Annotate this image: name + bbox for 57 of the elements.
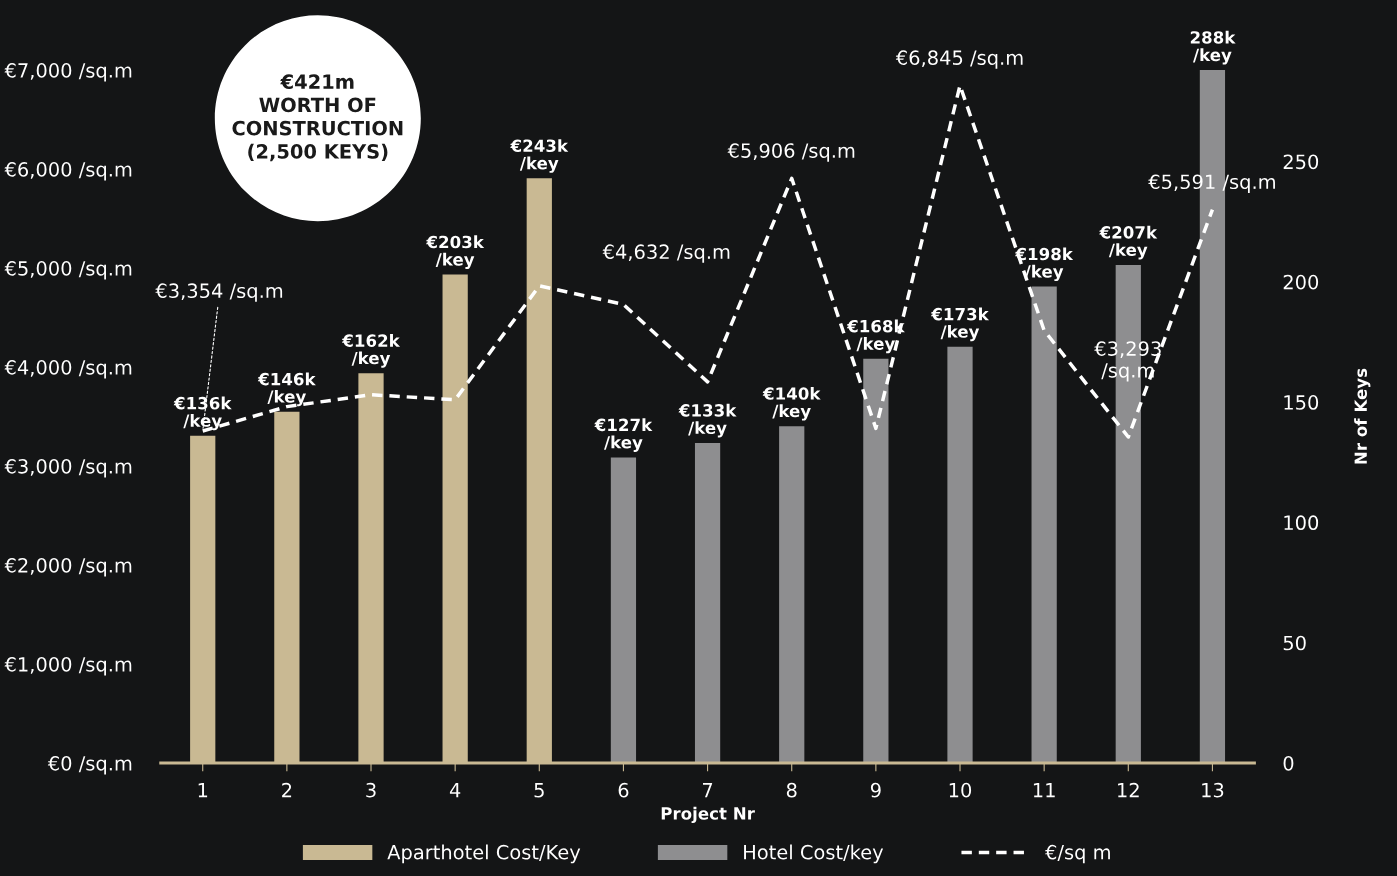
y-tick-label: €5,000 /sq.m — [4, 261, 132, 280]
y2-axis-title: Nr of Keys — [1354, 368, 1371, 464]
y-tick-label: €7,000 /sq.m — [4, 63, 132, 82]
legend-label: Hotel Cost/key — [744, 844, 884, 864]
data-label: €203k /key — [426, 235, 485, 270]
y-tick-label: €2,000 /sq.m — [4, 557, 132, 577]
legend-label: Aparthotel Cost/Key — [387, 844, 581, 864]
x-tick-label: 7 — [702, 783, 713, 798]
y2-tick-label: 150 — [1284, 395, 1319, 410]
data-label: €3,354 /sq.m — [155, 283, 283, 302]
data-label: €162k /key — [341, 334, 401, 368]
data-label: €198k /key — [1015, 247, 1074, 282]
data-label: €5,591 /sq.m — [1148, 174, 1275, 193]
x-tick-label: 8 — [786, 782, 797, 798]
data-label: €6,845 /sq.m — [895, 50, 1023, 69]
bar — [947, 346, 973, 763]
x-tick-label: 2 — [282, 782, 292, 798]
x-tick-label: 4 — [449, 783, 461, 798]
data-label: €173k /key — [930, 307, 990, 342]
x-tick-label: 1 — [198, 783, 208, 798]
y2-tick-label: 200 — [1283, 274, 1319, 290]
bar — [779, 426, 805, 763]
data-label: €146k /key — [257, 372, 316, 407]
annotation: €421m WORTH OF CONSTRUCTION (2,500 KEYS) — [232, 74, 403, 162]
data-label: €133k /key — [678, 403, 737, 438]
x-tick-label: 5 — [534, 783, 544, 798]
data-label: €4,632 /sq.m — [602, 244, 730, 263]
y2-tick-label: 250 — [1283, 154, 1319, 170]
data-label: €3,293 /sq.m — [1094, 341, 1161, 382]
y2-tick-label: 0 — [1283, 755, 1294, 771]
data-label: €127k /key — [594, 418, 653, 452]
y-tick-label: €6,000 /sq.m — [4, 162, 132, 181]
y-tick-label: €3,000 /sq.m — [4, 458, 132, 478]
x-axis-title: Project Nr — [661, 806, 755, 824]
y-tick-label: €4,000 /sq.m — [4, 360, 132, 379]
y-tick-label: €0 /sq.m — [47, 755, 132, 775]
data-label: 288k /key — [1190, 30, 1236, 65]
legend-label: €/sq m — [1045, 844, 1110, 864]
x-tick-label: 9 — [870, 782, 881, 798]
x-tick-label: 10 — [949, 782, 972, 798]
x-tick-label: 13 — [1202, 782, 1224, 798]
data-label: €243k /key — [510, 139, 569, 173]
data-label: €140k /key — [762, 386, 821, 421]
x-tick-label: 11 — [1033, 783, 1055, 798]
x-tick-label: 12 — [1118, 782, 1139, 798]
bar — [610, 457, 637, 763]
x-tick-label: 3 — [366, 782, 376, 798]
x-tick-label: 6 — [618, 782, 629, 798]
y2-tick-label: 50 — [1283, 635, 1306, 651]
data-label: €136k /key — [173, 396, 232, 431]
y2-tick-label: 100 — [1284, 515, 1319, 531]
y-tick-label: €1,000 /sq.m — [4, 656, 132, 676]
bar — [863, 358, 889, 763]
data-label: €207k /key — [1099, 225, 1158, 260]
data-label: €5,906 /sq.m — [727, 143, 855, 162]
bar — [694, 443, 721, 763]
bar — [1031, 286, 1057, 763]
